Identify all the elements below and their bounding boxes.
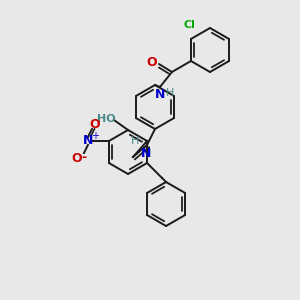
Text: -: - [81, 152, 86, 164]
Text: N: N [155, 88, 165, 101]
Text: N: N [83, 134, 93, 148]
Text: H: H [131, 136, 139, 146]
Text: O: O [147, 56, 157, 70]
Text: N: N [141, 147, 151, 160]
Text: O: O [90, 118, 100, 130]
Text: Cl: Cl [183, 20, 195, 30]
Text: +: + [91, 131, 99, 141]
Text: H: H [166, 88, 174, 98]
Text: O: O [72, 152, 82, 164]
Text: HO: HO [97, 114, 115, 124]
